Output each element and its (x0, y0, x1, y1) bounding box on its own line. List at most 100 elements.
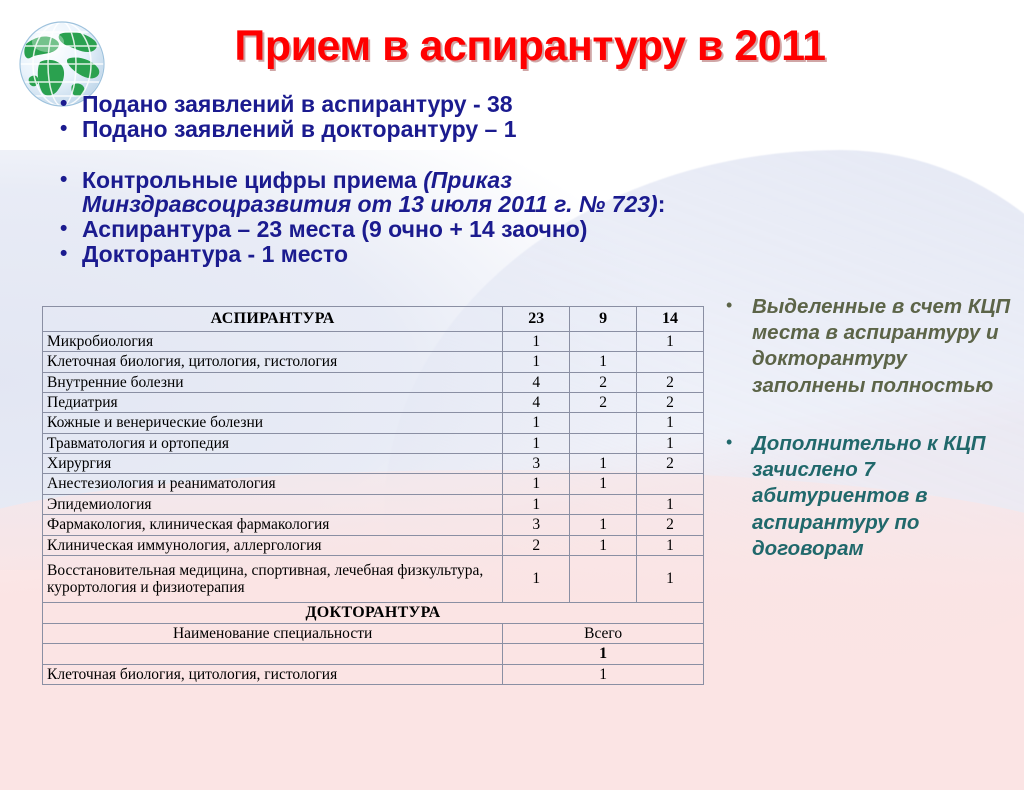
main-bullet-list: • Подано заявлений в аспирантуру - 38 • … (60, 92, 710, 267)
specialty-total: 1 (502, 554, 571, 603)
table-header-row: АСПИРАНТУРА 23 9 14 (41, 306, 704, 332)
specialty-full-time (569, 432, 638, 455)
specialty-name: Педиатрия (41, 391, 504, 414)
bullet-text: Подано заявлений в аспирантуру - 38 (82, 91, 513, 117)
specialty-part-time: 2 (636, 453, 704, 475)
specialty-name: Клиническая иммунология, аллергология (41, 534, 504, 556)
bullet-text: Контрольные цифры приема (Приказ Минздра… (82, 166, 710, 218)
note-kcp-filled: • Выделенные в счет КЦП места в аспирант… (726, 294, 1016, 399)
bullet-marker: • (60, 217, 68, 241)
specialty-total: 1 (502, 493, 571, 516)
specialty-full-time: 1 (569, 534, 638, 556)
specialty-name: Кожные и венерические болезни (41, 412, 504, 434)
table-row: Восстановительная медицина, спортивная, … (41, 554, 704, 603)
table-row: Кожные и венерические болезни 1 1 (41, 412, 704, 434)
table-row: Клеточная биология, цитология, гистологи… (41, 351, 704, 373)
bullet-text: Подано заявлений в докторантуру – 1 (82, 115, 517, 142)
bullet-text: Докторантура - 1 место (82, 241, 349, 268)
control-figures-suffix: : (657, 191, 666, 218)
specialty-part-time: 2 (636, 371, 704, 393)
table-total-row: 1 (41, 643, 704, 666)
bullet-marker: • (726, 431, 733, 452)
specialty-total: 1 (502, 432, 571, 455)
table-row: Анестезиология и реаниматология 1 1 (41, 473, 704, 495)
specialty-total: 2 (502, 534, 571, 556)
specialty-part-time: 1 (636, 412, 704, 434)
specialty-part-time: 2 (636, 514, 704, 536)
specialty-full-time (569, 412, 638, 434)
specialty-name: Фармакология, клиническая фармакология (41, 514, 504, 536)
specialty-full-time (569, 493, 638, 516)
table-row: Эпидемиология 1 1 (41, 493, 704, 516)
specialty-full-time: 2 (569, 391, 638, 414)
specialty-part-time: 1 (636, 534, 704, 556)
bullet-marker: • (60, 92, 68, 115)
table-row: Внутренние болезни 4 2 2 (41, 371, 704, 393)
specialty-name: Клеточная биология, цитология, гистологи… (41, 664, 504, 686)
side-notes-list: • Выделенные в счет КЦП места в аспирант… (726, 294, 1016, 584)
specialty-total: 4 (502, 391, 571, 414)
specialty-part-time: 1 (636, 432, 704, 455)
specialty-total: 1 (502, 473, 571, 495)
note-contract-admissions: • Дополнительно к КЦП зачислено 7 абитур… (726, 431, 1016, 562)
doktorantura-total: 1 (502, 643, 704, 666)
bullet-marker: • (726, 295, 733, 315)
specialty-total: 4 (502, 371, 571, 393)
specialty-name: Внутренние болезни (41, 371, 504, 393)
header-part-time: 14 (636, 306, 704, 332)
specialty-name: Микробиология (41, 330, 504, 353)
globe-icon (10, 14, 114, 118)
page-title: Прием в аспирантуру в 2011 (234, 22, 826, 70)
specialty-full-time: 1 (569, 453, 638, 475)
header-vsego: Всего (502, 622, 704, 645)
table-row: Микробиология 1 1 (41, 330, 704, 353)
bullet-marker: • (60, 167, 68, 191)
specialty-total: 1 (502, 351, 571, 373)
table-subheader-row: Наименование специальности Всего (41, 622, 704, 645)
specialty-name: Анестезиология и реаниматология (41, 473, 504, 495)
note-text: Выделенные в счет КЦП места в аспирантур… (752, 295, 1011, 397)
specialty-full-time (569, 554, 638, 603)
header-full-time: 9 (569, 306, 638, 332)
specialty-part-time (636, 473, 704, 495)
header-total: 23 (502, 306, 571, 332)
table-section-doktorantura: ДОКТОРАНТУРА (42, 601, 704, 624)
control-figures-order: (Приказ Минздравсоцразвития от 13 июля 2… (82, 166, 658, 218)
table-row: Фармакология, клиническая фармакология 3… (41, 514, 704, 536)
header-specialty-name: Наименование специальности (41, 622, 504, 645)
bullet-item-applications-doctorate: • Подано заявлений в докторантуру – 1 (60, 115, 710, 142)
specialty-total: 1 (502, 664, 704, 686)
table-row: Хирургия 3 1 2 (41, 453, 704, 475)
specialty-part-time: 1 (636, 330, 704, 353)
specialty-part-time (636, 351, 704, 373)
specialty-total: 3 (502, 514, 571, 536)
specialty-total: 1 (502, 330, 571, 353)
specialty-name: Эпидемиология (41, 493, 504, 516)
specialty-name: Восстановительная медицина, спортивная, … (41, 554, 504, 603)
specialty-name: Клеточная биология, цитология, гистологи… (41, 351, 504, 373)
bullet-item-applications-phd: • Подано заявлений в аспирантуру - 38 (60, 92, 710, 117)
bullet-spacer (60, 142, 710, 168)
specialty-full-time: 1 (569, 473, 638, 495)
specialty-part-time: 1 (636, 493, 704, 516)
note-text: Дополнительно к КЦП зачислено 7 абитурие… (752, 431, 986, 560)
specialty-total: 3 (502, 453, 571, 475)
specialty-part-time: 2 (636, 391, 704, 414)
header-aspirantura: АСПИРАНТУРА (41, 306, 504, 332)
table-row: Травматология и ортопедия 1 1 (41, 432, 704, 455)
bullet-marker: • (60, 116, 68, 140)
header-doktorantura: ДОКТОРАНТУРА (42, 601, 704, 624)
bullet-marker: • (60, 242, 68, 266)
bullet-item-control-figures: • Контрольные цифры приема (Приказ Минзд… (60, 166, 710, 218)
specialty-total: 1 (502, 412, 571, 434)
specialty-full-time: 1 (569, 514, 638, 536)
table-row: Клиническая иммунология, аллергология 2 … (41, 534, 704, 556)
bullet-item-doctorantura-places: • Докторантура - 1 место (60, 242, 710, 267)
bullet-text: Аспирантура – 23 места (9 очно + 14 заоч… (82, 216, 588, 243)
specialty-full-time: 1 (569, 351, 638, 373)
admissions-table: АСПИРАНТУРА 23 9 14 Микробиология 1 1 Кл… (41, 306, 704, 686)
bullet-item-aspirantura-places: • Аспирантура – 23 места (9 очно + 14 за… (60, 217, 710, 242)
specialty-full-time (569, 330, 638, 353)
table-row: Клеточная биология, цитология, гистологи… (41, 664, 704, 686)
admissions-table-wrapper: АСПИРАНТУРА 23 9 14 Микробиология 1 1 Кл… (41, 306, 704, 686)
